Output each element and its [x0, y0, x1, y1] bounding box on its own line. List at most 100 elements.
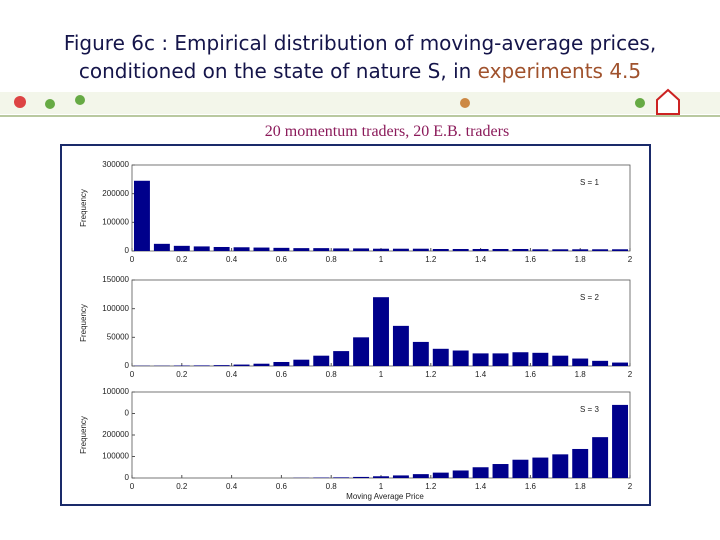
x-tick-label: 1.2 [425, 255, 437, 264]
bar [233, 247, 250, 251]
bar [432, 472, 449, 478]
bar [392, 475, 409, 478]
bar [293, 359, 310, 366]
x-tick-label: 0.4 [226, 370, 238, 379]
bar [412, 341, 429, 366]
x-tick-label: 1.6 [525, 482, 537, 491]
bar [253, 247, 270, 251]
bar [213, 246, 230, 251]
x-tick-label: 0.8 [326, 370, 338, 379]
bar [552, 454, 569, 478]
x-axis-label: Moving Average Price [346, 492, 424, 501]
y-axis-label: Frequency [79, 416, 88, 454]
bar [492, 248, 509, 251]
x-tick-label: 0.6 [276, 255, 288, 264]
bar [313, 248, 330, 251]
slide-title-2: conditioned on the state of nature S, in… [79, 59, 641, 83]
x-tick-label: 1.4 [475, 255, 487, 264]
x-tick-label: 1.4 [475, 482, 487, 491]
bar [432, 348, 449, 366]
y-tick-label: 150000 [102, 275, 129, 284]
x-tick-label: 1 [379, 255, 384, 264]
bar [193, 246, 210, 251]
x-tick-label: 2 [628, 482, 633, 491]
bar [273, 361, 290, 366]
x-tick-label: 0 [130, 255, 135, 264]
y-tick-label: 50000 [107, 332, 130, 341]
x-tick-label: 0.2 [176, 482, 188, 491]
bar [592, 437, 609, 478]
bar [452, 350, 469, 366]
bar [373, 476, 389, 478]
bar [452, 248, 469, 251]
bar [333, 477, 350, 478]
bar [432, 248, 449, 251]
bar [392, 248, 409, 251]
bar [472, 248, 489, 251]
x-tick-label: 1.2 [425, 482, 437, 491]
bar [452, 470, 469, 478]
bar [353, 248, 370, 251]
bar [213, 365, 230, 366]
x-tick-label: 0.2 [176, 370, 188, 379]
x-tick-label: 0 [130, 370, 135, 379]
bar [492, 353, 509, 366]
subtitle: 20 momentum traders, 20 E.B. traders [265, 123, 509, 140]
bar [333, 351, 350, 366]
bar [412, 248, 429, 251]
bar [612, 362, 629, 366]
bar [532, 457, 549, 478]
bar [612, 249, 629, 251]
y-tick-label: 0 [125, 473, 130, 482]
plot-area [131, 164, 631, 252]
title-highlight: experiments 4.5 [478, 59, 641, 83]
x-tick-label: 0.2 [176, 255, 188, 264]
x-tick-label: 1.2 [425, 370, 437, 379]
bar [293, 248, 310, 251]
bar [173, 245, 190, 251]
bar [492, 464, 509, 478]
y-axis-label: Frequency [79, 304, 88, 342]
bar [353, 476, 370, 478]
bar [552, 355, 569, 366]
bar [412, 474, 429, 478]
x-tick-label: 1.6 [525, 255, 537, 264]
bar [253, 363, 270, 366]
slide-title: Figure 6c : Empirical distribution of mo… [64, 31, 656, 55]
x-tick-label: 1 [379, 482, 384, 491]
x-tick-label: 1 [379, 370, 384, 379]
bar [373, 297, 389, 366]
bar [153, 243, 170, 251]
bar [572, 249, 589, 251]
x-tick-label: 2 [628, 255, 633, 264]
bar [512, 352, 529, 366]
y-tick-label: 100000 [102, 304, 129, 313]
annotation: S = 1 [580, 178, 599, 187]
bar [353, 337, 370, 366]
bar [532, 352, 549, 366]
decor-strip [0, 88, 720, 117]
y-tick-label: 200000 [102, 189, 129, 198]
x-tick-label: 0 [130, 482, 135, 491]
bar [133, 180, 150, 251]
y-tick-label: 100000 [102, 217, 129, 226]
bar [612, 404, 629, 478]
bar [392, 325, 409, 366]
x-tick-label: 1.8 [575, 255, 587, 264]
bar [512, 248, 529, 251]
y-tick-label: 200000 [102, 430, 129, 439]
bar [592, 360, 609, 366]
x-tick-label: 0.8 [326, 482, 338, 491]
y-tick-label: 0 [125, 409, 130, 418]
x-tick-label: 0.4 [226, 255, 238, 264]
bar [233, 364, 250, 366]
x-tick-label: 0.6 [276, 482, 288, 491]
x-tick-label: 0.8 [326, 255, 338, 264]
y-tick-label: 0 [125, 361, 130, 370]
bar [333, 248, 350, 251]
bar [532, 249, 549, 251]
bar [592, 249, 609, 251]
x-tick-label: 2 [628, 370, 633, 379]
y-tick-label: 100000 [102, 452, 129, 461]
